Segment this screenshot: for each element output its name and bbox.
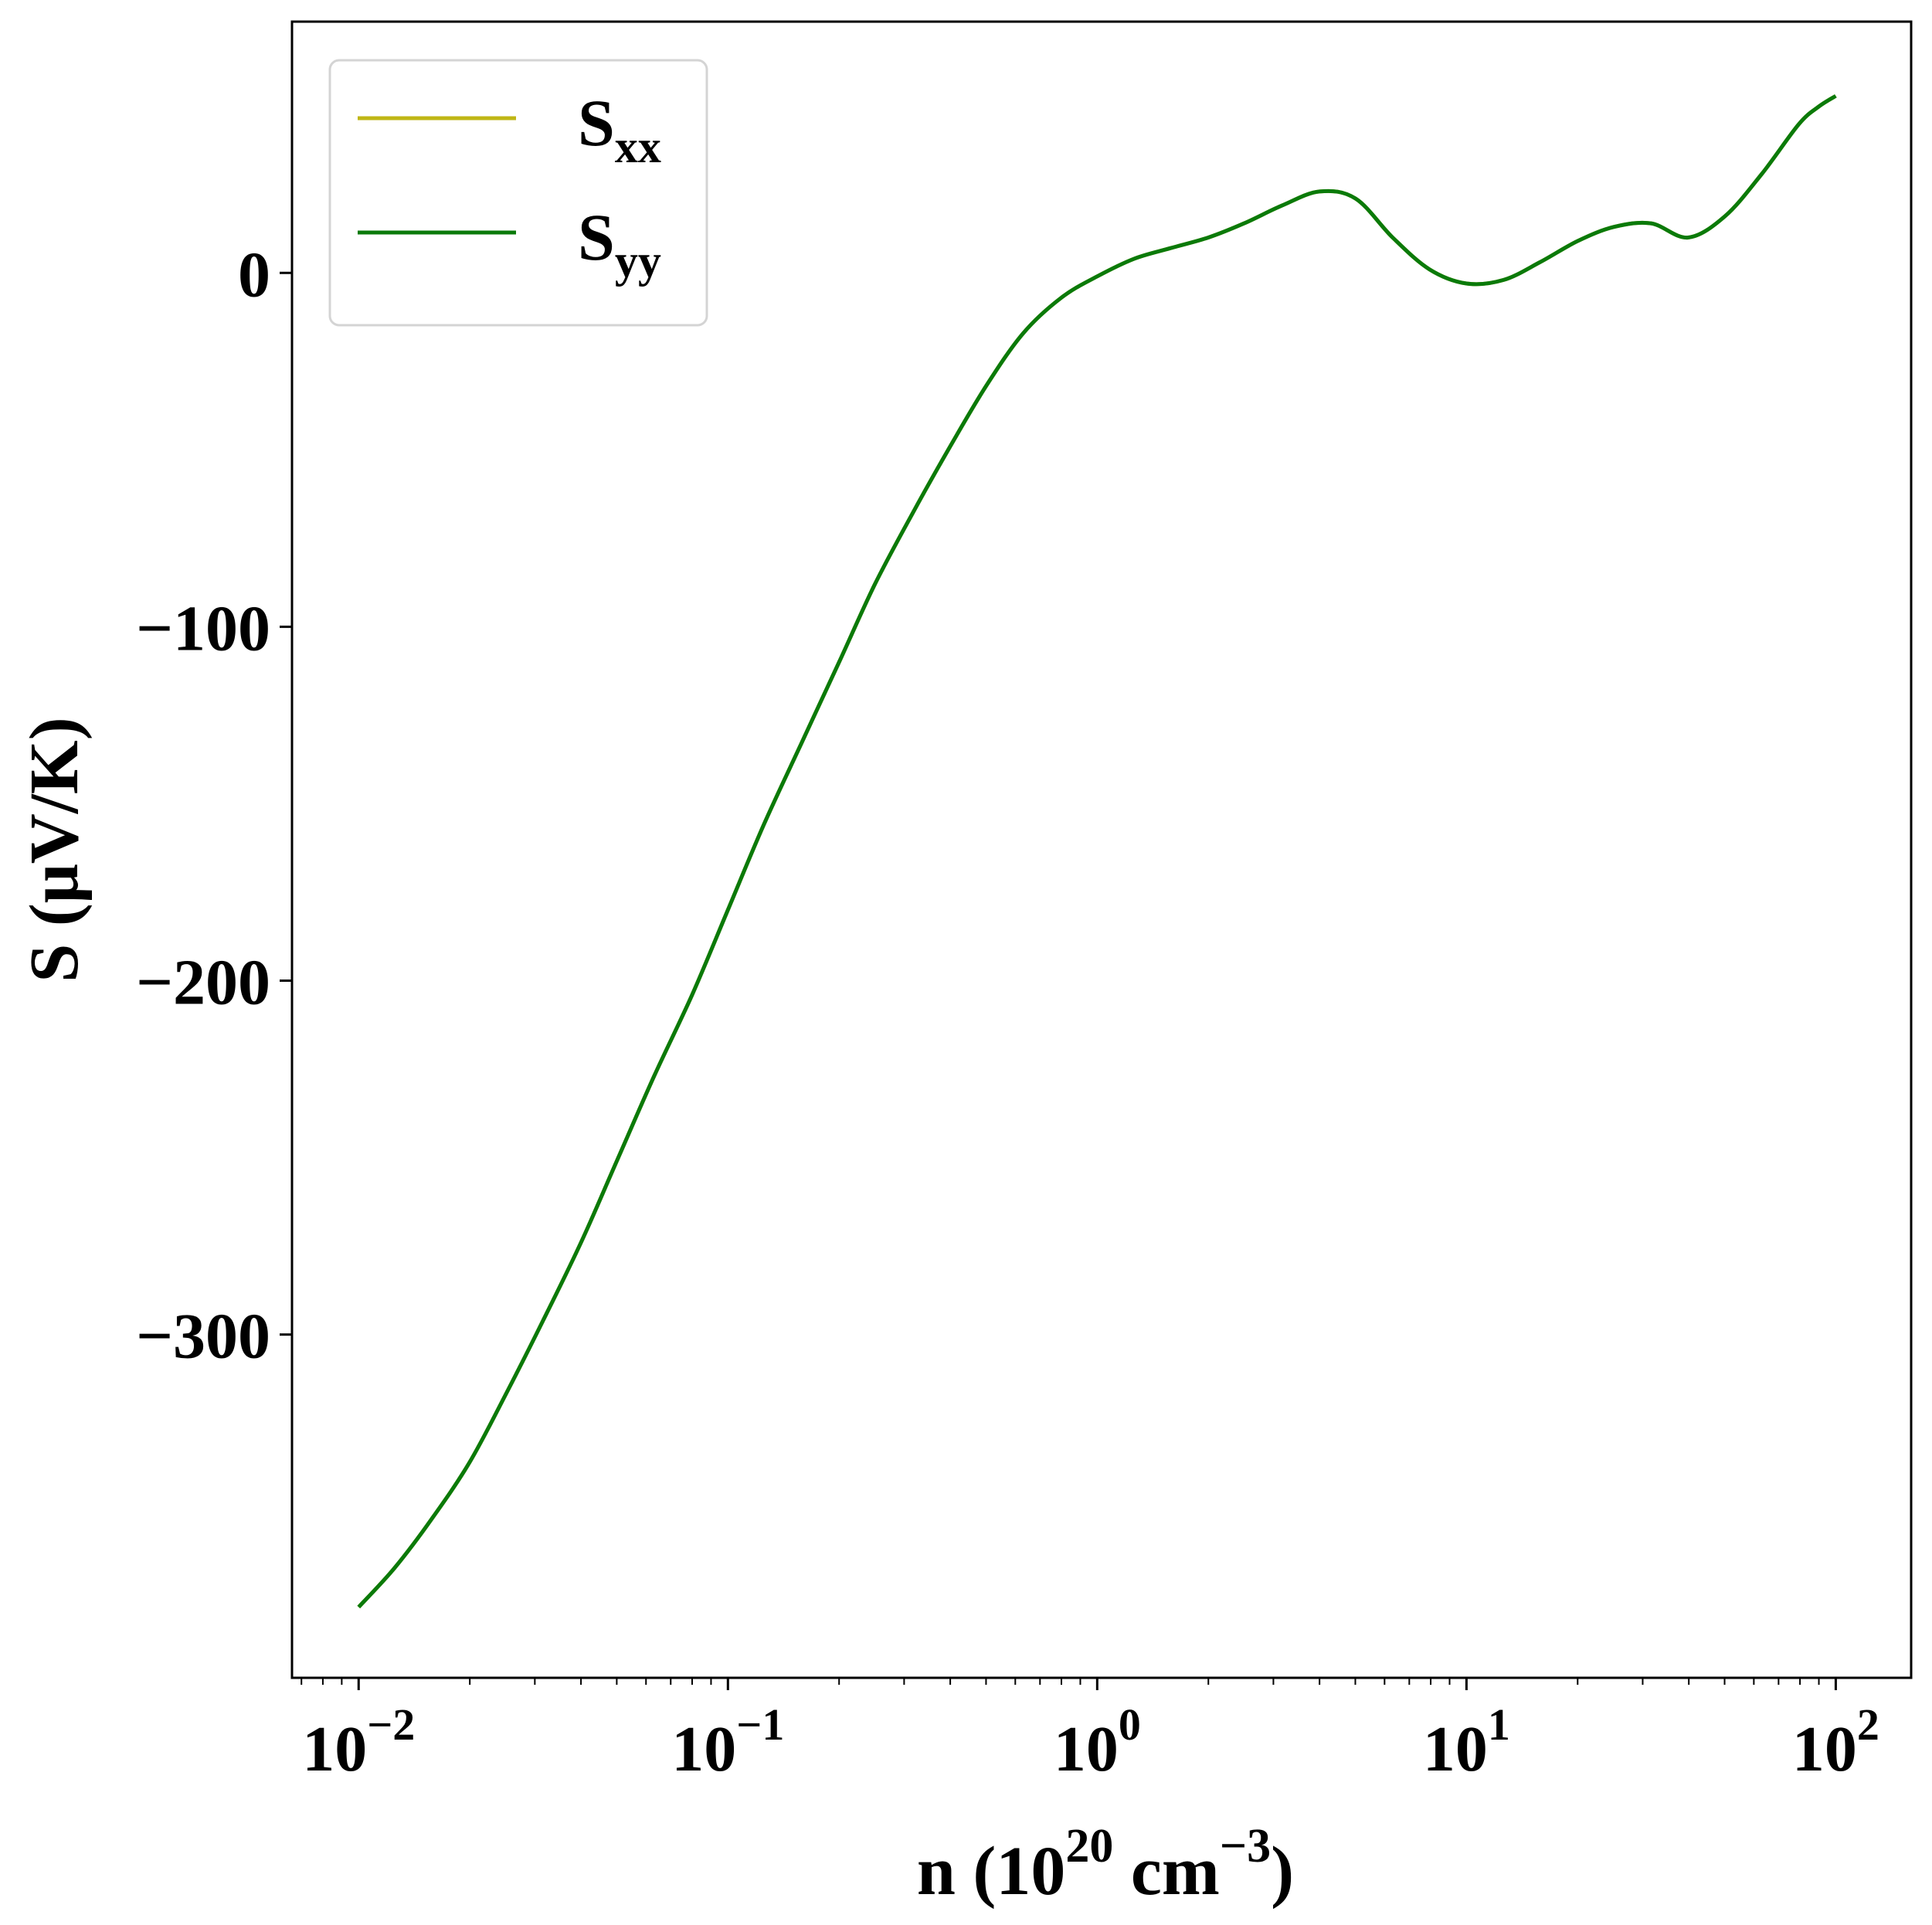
legend-label-sxx-sub: xx — [615, 121, 661, 172]
y-tick-label: −100 — [136, 592, 270, 664]
legend-box — [328, 59, 708, 327]
x-axis-label: n (1020 cm−3) — [917, 1820, 1294, 1910]
legend-label-sxx-main: S — [578, 86, 615, 160]
x-axis-label-exp2: −3 — [1220, 1820, 1271, 1872]
x-tick-label-exp: 0 — [1119, 1699, 1141, 1750]
y-axis-ticks: 0 −100 −200 −300 — [136, 239, 292, 1373]
x-axis-label-base: n (10 — [917, 1833, 1066, 1910]
x-tick-label-exp: 1 — [1488, 1699, 1510, 1750]
x-tick-label: 102 — [1792, 1699, 1879, 1785]
x-tick-label: 10−2 — [302, 1699, 415, 1785]
legend-label-syy-sub: yy — [615, 236, 661, 287]
y-tick-label: −200 — [136, 947, 270, 1019]
x-axis-label-exp1: 20 — [1065, 1820, 1113, 1872]
y-tick-label: 0 — [238, 239, 270, 311]
x-tick-label-base: 10 — [1423, 1713, 1488, 1785]
series-layer — [357, 94, 1837, 1609]
y-axis-label: S (μV/K) — [16, 717, 93, 983]
x-tick-label-base: 10 — [1792, 1713, 1857, 1785]
x-tick-label: 10−1 — [671, 1699, 784, 1785]
x-tick-label-exp: −1 — [736, 1699, 784, 1750]
legend: Sxx Syy — [328, 59, 708, 327]
legend-label-syy: Syy — [578, 200, 661, 287]
x-tick-label-base: 10 — [1054, 1713, 1119, 1785]
legend-label-syy-main: S — [578, 200, 615, 274]
series-line-s-yy — [357, 94, 1837, 1609]
x-tick-label: 101 — [1423, 1699, 1510, 1785]
plot-frame — [290, 20, 1913, 1679]
x-tick-label: 100 — [1054, 1699, 1141, 1785]
legend-label-sxx: Sxx — [578, 86, 661, 172]
y-tick-label: −300 — [136, 1301, 270, 1373]
x-tick-label-exp: 2 — [1857, 1699, 1879, 1750]
x-axis-label-end: ) — [1271, 1833, 1294, 1910]
x-tick-label-base: 10 — [302, 1713, 367, 1785]
x-axis-ticks: 10−2 10−1 100 101 102 — [300, 1678, 1879, 1785]
x-axis-label-mid: cm — [1113, 1833, 1219, 1910]
x-tick-label-base: 10 — [671, 1713, 736, 1785]
x-tick-label-exp: −2 — [367, 1699, 415, 1750]
